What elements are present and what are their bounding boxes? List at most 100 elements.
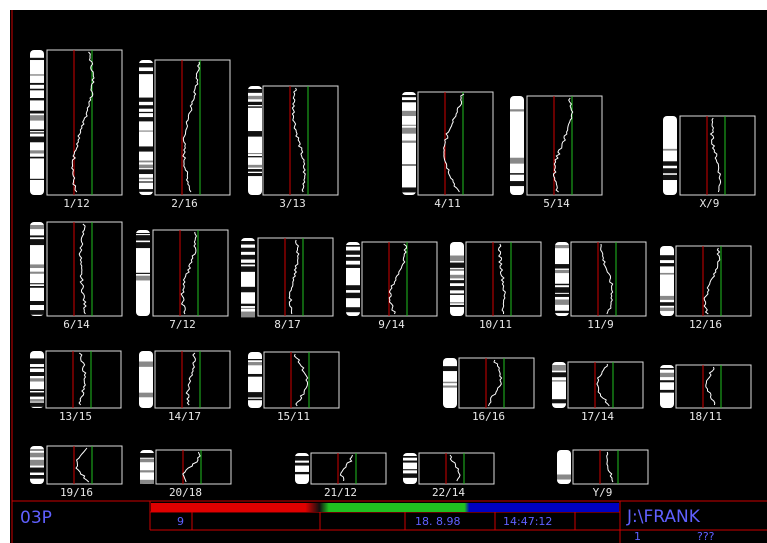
band (450, 275, 464, 279)
chromosome-label: 14/17 (168, 410, 201, 423)
chromosome-label: Y/9 (593, 486, 613, 499)
band (30, 179, 44, 180)
ideogram (555, 242, 569, 316)
band (139, 189, 153, 192)
band (241, 308, 255, 309)
band (139, 112, 153, 113)
band (30, 137, 44, 143)
ideogram (450, 242, 464, 316)
band (248, 96, 262, 99)
chromosome-label: 12/16 (689, 318, 722, 331)
band (136, 273, 150, 274)
band (248, 153, 262, 154)
color-bar (151, 503, 619, 512)
chromosome-label: 6/14 (63, 318, 90, 331)
band (30, 89, 44, 91)
band (140, 453, 154, 458)
band (30, 272, 44, 274)
band (241, 312, 255, 318)
band (30, 239, 44, 245)
band (557, 474, 571, 479)
chromosome-label: 9/14 (378, 318, 405, 331)
band (139, 393, 153, 398)
band (248, 169, 262, 172)
band (403, 473, 417, 477)
ideogram (663, 116, 677, 195)
band (295, 463, 309, 466)
band (443, 382, 457, 383)
chromosome-label: 22/14 (432, 486, 465, 499)
band (140, 470, 154, 472)
band (30, 358, 44, 364)
band (346, 285, 360, 290)
band (30, 83, 44, 85)
band (402, 100, 416, 102)
band (510, 181, 524, 186)
band (248, 392, 262, 397)
band (450, 280, 464, 283)
band (555, 287, 569, 293)
band (30, 301, 44, 305)
ideogram (139, 60, 153, 195)
band (660, 296, 674, 300)
band (663, 168, 677, 173)
band (136, 242, 150, 248)
ideogram (139, 351, 153, 408)
band (30, 235, 44, 237)
band (248, 173, 262, 176)
band (30, 286, 44, 288)
band (346, 250, 360, 254)
band (248, 106, 262, 107)
band (555, 245, 569, 248)
band (552, 365, 566, 371)
chromosome-label: X/9 (700, 197, 720, 210)
band (30, 399, 44, 402)
page: 1 (634, 530, 641, 543)
band (555, 299, 569, 304)
band (30, 58, 44, 60)
band (30, 225, 44, 229)
band (402, 187, 416, 192)
band (30, 264, 44, 268)
band (402, 111, 416, 116)
band (402, 95, 416, 97)
band (30, 132, 44, 133)
band (241, 255, 255, 260)
chromosome-label: 1/12 (63, 197, 90, 210)
time: 14:47:12 (503, 515, 552, 528)
band (139, 161, 153, 163)
band (139, 169, 153, 174)
band (402, 128, 416, 134)
band (402, 141, 416, 143)
band (30, 98, 44, 100)
band (660, 263, 674, 266)
band (248, 165, 262, 168)
date: 18. 8.98 (415, 515, 460, 528)
band (30, 74, 44, 75)
band (663, 149, 677, 151)
band (30, 453, 44, 458)
band (403, 469, 417, 470)
band (403, 461, 417, 463)
band (30, 372, 44, 376)
chromosome-label: 18/11 (689, 410, 722, 423)
band (555, 311, 569, 313)
band (248, 89, 262, 93)
band (248, 399, 262, 400)
band (346, 265, 360, 268)
band (552, 380, 566, 381)
band (140, 459, 154, 463)
ideogram (402, 92, 416, 195)
band (450, 269, 464, 271)
chromosome-label: 7/12 (169, 318, 196, 331)
chromosome-label: 20/18 (169, 486, 202, 499)
band (443, 385, 457, 387)
band (552, 399, 566, 403)
band (555, 284, 569, 285)
band (552, 372, 566, 377)
band (402, 125, 416, 126)
band (30, 283, 44, 284)
chromosome-label: 17/14 (581, 410, 614, 423)
band (248, 362, 262, 365)
band (139, 63, 153, 67)
